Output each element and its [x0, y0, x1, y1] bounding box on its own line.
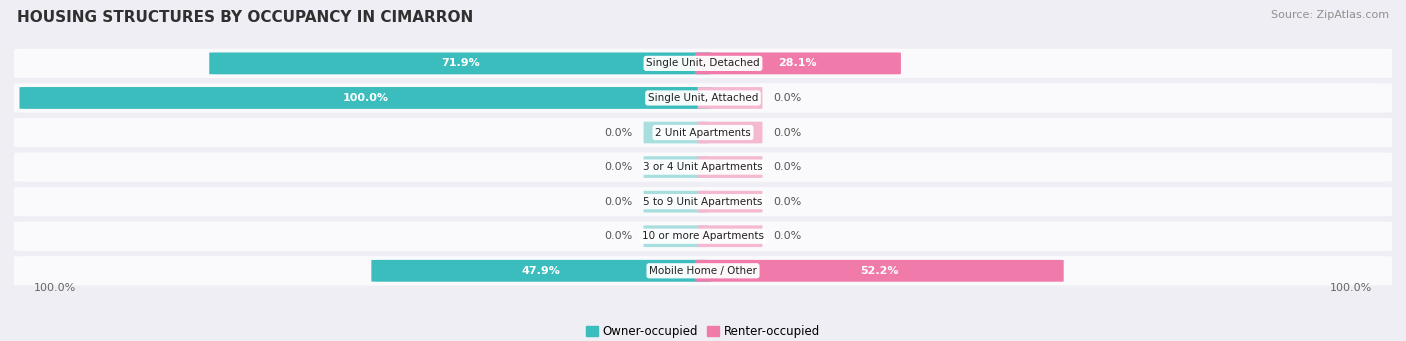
- Text: 52.2%: 52.2%: [860, 266, 898, 276]
- FancyBboxPatch shape: [209, 53, 711, 74]
- FancyBboxPatch shape: [697, 191, 762, 212]
- Text: 0.0%: 0.0%: [773, 128, 801, 137]
- Text: 100.0%: 100.0%: [34, 283, 76, 293]
- Text: 10 or more Apartments: 10 or more Apartments: [643, 231, 763, 241]
- Text: 0.0%: 0.0%: [773, 231, 801, 241]
- Text: 2 Unit Apartments: 2 Unit Apartments: [655, 128, 751, 137]
- Text: 28.1%: 28.1%: [779, 58, 817, 69]
- Text: 71.9%: 71.9%: [441, 58, 479, 69]
- Text: 3 or 4 Unit Apartments: 3 or 4 Unit Apartments: [643, 162, 763, 172]
- FancyBboxPatch shape: [697, 122, 762, 143]
- FancyBboxPatch shape: [14, 152, 1392, 182]
- FancyBboxPatch shape: [644, 122, 709, 143]
- FancyBboxPatch shape: [697, 225, 762, 247]
- FancyBboxPatch shape: [14, 256, 1392, 285]
- Text: 5 to 9 Unit Apartments: 5 to 9 Unit Apartments: [644, 197, 762, 207]
- Text: 0.0%: 0.0%: [773, 162, 801, 172]
- FancyBboxPatch shape: [14, 222, 1392, 251]
- FancyBboxPatch shape: [644, 225, 709, 247]
- Text: Single Unit, Detached: Single Unit, Detached: [647, 58, 759, 69]
- Text: 0.0%: 0.0%: [773, 93, 801, 103]
- FancyBboxPatch shape: [644, 191, 709, 212]
- FancyBboxPatch shape: [697, 87, 762, 109]
- FancyBboxPatch shape: [695, 53, 901, 74]
- Text: 100.0%: 100.0%: [342, 93, 388, 103]
- Text: HOUSING STRUCTURES BY OCCUPANCY IN CIMARRON: HOUSING STRUCTURES BY OCCUPANCY IN CIMAR…: [17, 10, 474, 25]
- FancyBboxPatch shape: [371, 260, 711, 282]
- Text: 0.0%: 0.0%: [605, 231, 633, 241]
- Text: 0.0%: 0.0%: [605, 197, 633, 207]
- Text: Mobile Home / Other: Mobile Home / Other: [650, 266, 756, 276]
- FancyBboxPatch shape: [644, 156, 709, 178]
- FancyBboxPatch shape: [697, 156, 762, 178]
- FancyBboxPatch shape: [14, 49, 1392, 78]
- Text: 100.0%: 100.0%: [1330, 283, 1372, 293]
- Text: Single Unit, Attached: Single Unit, Attached: [648, 93, 758, 103]
- Text: Source: ZipAtlas.com: Source: ZipAtlas.com: [1271, 10, 1389, 20]
- FancyBboxPatch shape: [14, 118, 1392, 147]
- Text: 47.9%: 47.9%: [522, 266, 561, 276]
- FancyBboxPatch shape: [695, 260, 1064, 282]
- FancyBboxPatch shape: [14, 187, 1392, 216]
- Text: 0.0%: 0.0%: [773, 197, 801, 207]
- Text: 0.0%: 0.0%: [605, 162, 633, 172]
- Legend: Owner-occupied, Renter-occupied: Owner-occupied, Renter-occupied: [581, 321, 825, 341]
- Text: 0.0%: 0.0%: [605, 128, 633, 137]
- FancyBboxPatch shape: [20, 87, 711, 109]
- FancyBboxPatch shape: [14, 83, 1392, 113]
